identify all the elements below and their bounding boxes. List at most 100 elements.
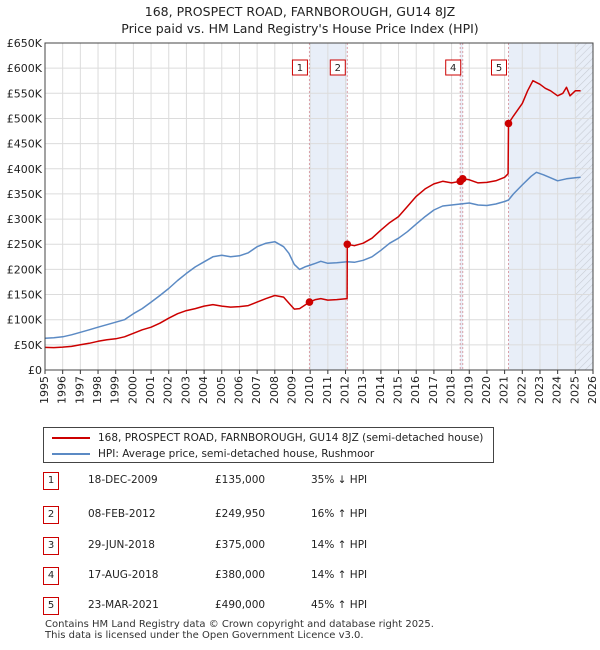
- footer-line-2: This data is licensed under the Open Gov…: [45, 630, 364, 641]
- shaded-span: [309, 43, 348, 370]
- footer-line-1: Contains HM Land Registry data © Crown c…: [45, 619, 434, 630]
- table-row: 1 18-DEC-2009 £135,000 35% ↓ HPI: [43, 472, 463, 490]
- x-tick-label: 2000: [126, 376, 139, 404]
- sale-price: £380,000: [215, 569, 266, 581]
- footer-attribution: Contains HM Land Registry data © Crown c…: [45, 619, 434, 641]
- x-tick-label: 2005: [215, 376, 228, 404]
- y-tick-label: £400K: [7, 163, 43, 176]
- x-tick-label: 2022: [515, 376, 528, 404]
- sale-point: [305, 298, 314, 306]
- title-line-1: 168, PROSPECT ROAD, FARNBOROUGH, GU14 8J…: [144, 4, 456, 19]
- x-tick-label: 2003: [179, 376, 192, 404]
- chart-marker-box: [445, 59, 462, 76]
- series-line-property: [44, 79, 581, 349]
- chart-title: 168, PROSPECT ROAD, FARNBOROUGH, GU14 8J…: [0, 3, 600, 37]
- sale-price: £249,950: [215, 508, 266, 520]
- y-tick-label: £550K: [7, 87, 43, 100]
- y-tick-label: £0: [28, 364, 42, 377]
- legend-swatch-property: [52, 437, 90, 439]
- x-tick-label: 2004: [197, 376, 210, 404]
- sale-hpi-change: 45% ↑ HPI: [311, 599, 368, 611]
- x-tick-label: 2009: [285, 376, 298, 404]
- x-tick-label: 1996: [56, 376, 69, 404]
- series-line-hpi: [44, 171, 581, 340]
- sale-number-badge: 4: [43, 567, 59, 585]
- price-chart: 1 2 4 5 £0 £50K £100K £150K £200K £250K £300K £350…: [7, 37, 599, 404]
- x-tick-label: 2021: [498, 376, 511, 404]
- x-tick-label: 2015: [392, 376, 405, 404]
- y-tick-label: £200K: [7, 263, 43, 276]
- sale-number-badge: 5: [43, 597, 59, 615]
- x-tick-label: 1998: [91, 376, 104, 404]
- x-tick-label: 2001: [144, 376, 157, 404]
- sale-price: £490,000: [215, 599, 266, 611]
- title-line-2: Price paid vs. HM Land Registry's House …: [121, 21, 479, 36]
- legend-entry-hpi: HPI: Average price, semi-detached house,…: [52, 446, 374, 462]
- y-tick-label: £150K: [7, 289, 43, 302]
- x-tick-label: 2026: [586, 376, 599, 404]
- y-tick-label: £350K: [7, 188, 43, 201]
- chart-marker-label: 2: [335, 63, 341, 74]
- x-tick-label: 1999: [109, 376, 122, 404]
- sale-date: 18-DEC-2009: [88, 474, 158, 486]
- table-row: 2 08-FEB-2012 £249,950 16% ↑ HPI: [43, 506, 463, 524]
- chart-marker-box: [291, 59, 308, 76]
- x-tick-label: 2020: [480, 376, 493, 404]
- sale-date: 17-AUG-2018: [88, 569, 159, 581]
- legend-label-hpi: HPI: Average price, semi-detached house,…: [98, 448, 375, 460]
- sale-price: £135,000: [215, 474, 266, 486]
- table-row: 3 29-JUN-2018 £375,000 14% ↑ HPI: [43, 537, 463, 555]
- x-tick-label: 2024: [551, 376, 564, 404]
- sale-point: [504, 119, 513, 128]
- x-tick-label: 2014: [374, 376, 387, 404]
- chart-marker-label: 4: [450, 63, 456, 74]
- sale-date: 08-FEB-2012: [88, 508, 156, 520]
- chart-marker-box: [329, 59, 346, 76]
- chart-marker-label: 1: [297, 63, 303, 74]
- x-tick-label: 2016: [409, 376, 422, 404]
- plot-frame: [44, 42, 594, 371]
- table-row: 4 17-AUG-2018 £380,000 14% ↑ HPI: [43, 567, 463, 585]
- shaded-span: [460, 43, 463, 370]
- sale-date: 23-MAR-2021: [88, 599, 159, 611]
- x-tick-label: 2007: [250, 376, 263, 404]
- sale-number-badge: 1: [43, 472, 59, 490]
- x-tick-label: 2012: [339, 376, 352, 404]
- x-tick-label: 2025: [568, 376, 581, 404]
- sale-number-badge: 2: [43, 506, 59, 524]
- sale-price: £375,000: [215, 539, 266, 551]
- x-tick-label: 2018: [445, 376, 458, 404]
- sale-date: 29-JUN-2018: [88, 539, 155, 551]
- legend-entry-property: 168, PROSPECT ROAD, FARNBOROUGH, GU14 8J…: [52, 430, 483, 446]
- sale-hpi-change: 14% ↑ HPI: [311, 539, 368, 551]
- x-tick-label: 2019: [462, 376, 475, 404]
- hatched-span: [575, 43, 593, 370]
- x-tick-label: 1997: [73, 376, 86, 404]
- x-tick-label: 2010: [303, 376, 316, 404]
- x-tick-label: 2006: [232, 376, 245, 404]
- sale-point: [458, 175, 467, 183]
- x-tick-label: 2011: [321, 376, 334, 404]
- y-tick-label: £50K: [14, 339, 43, 352]
- sale-hpi-change: 35% ↓ HPI: [311, 474, 368, 486]
- y-tick-label: £650K: [7, 37, 43, 50]
- sale-number-badge: 3: [43, 537, 59, 555]
- y-tick-label: £600K: [7, 62, 43, 75]
- sale-point: [343, 240, 352, 249]
- sale-hpi-change: 16% ↑ HPI: [311, 508, 368, 520]
- chart-legend: 168, PROSPECT ROAD, FARNBOROUGH, GU14 8J…: [43, 427, 494, 463]
- x-tick-label: 2008: [268, 376, 281, 404]
- x-tick-label: 2013: [356, 376, 369, 404]
- y-tick-label: £450K: [7, 138, 43, 151]
- sale-hpi-change: 14% ↑ HPI: [311, 569, 368, 581]
- x-tick-label: 2017: [427, 376, 440, 404]
- x-tick-label: 2002: [162, 376, 175, 404]
- y-tick-label: £250K: [7, 238, 43, 251]
- chart-marker-label: 5: [496, 63, 502, 74]
- x-tick-label: 2023: [533, 376, 546, 404]
- y-tick-label: £300K: [7, 213, 43, 226]
- legend-label-property: 168, PROSPECT ROAD, FARNBOROUGH, GU14 8J…: [98, 432, 484, 444]
- legend-swatch-hpi: [52, 453, 90, 455]
- table-row: 5 23-MAR-2021 £490,000 45% ↑ HPI: [43, 597, 463, 615]
- y-tick-label: £500K: [7, 112, 43, 125]
